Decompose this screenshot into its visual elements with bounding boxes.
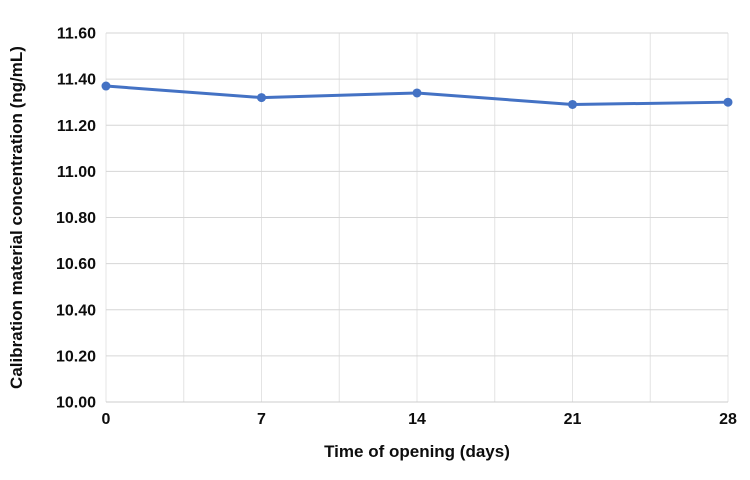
y-axis-title: Calibration material concentration (ng/m…: [7, 46, 26, 389]
y-tick-label: 11.60: [57, 26, 96, 43]
data-point-marker: [101, 81, 111, 91]
y-tick-label: 10.20: [56, 348, 96, 365]
y-tick-label: 10.40: [56, 302, 96, 319]
data-point-marker: [412, 88, 422, 98]
y-tick-label: 11.00: [57, 164, 96, 181]
y-tick-label: 10.60: [56, 256, 96, 273]
data-point-marker: [723, 97, 733, 107]
data-series: [101, 81, 733, 109]
y-axis-tick-labels: 10.00 10.20 10.40 10.60 10.80 11.00 11.20 11.40…: [56, 26, 96, 412]
x-tick-label: 28: [719, 411, 737, 428]
horizontal-gridlines: [106, 32, 728, 357]
y-tick-label: 10.00: [56, 395, 96, 412]
y-tick-label: 10.80: [56, 210, 96, 227]
x-tick-label: 0: [102, 411, 111, 428]
data-point-marker: [568, 99, 577, 109]
x-axis-tick-labels: 0 7 14 21 28: [102, 411, 737, 428]
x-tick-label: 7: [257, 411, 266, 428]
y-tick-label: 11.20: [57, 118, 96, 135]
y-tick-label: 11.40: [57, 72, 96, 89]
x-tick-label: 14: [408, 411, 426, 428]
x-tick-label: 21: [564, 411, 582, 428]
x-axis-title: Time of opening (days): [324, 442, 510, 461]
data-point-marker: [257, 93, 266, 103]
